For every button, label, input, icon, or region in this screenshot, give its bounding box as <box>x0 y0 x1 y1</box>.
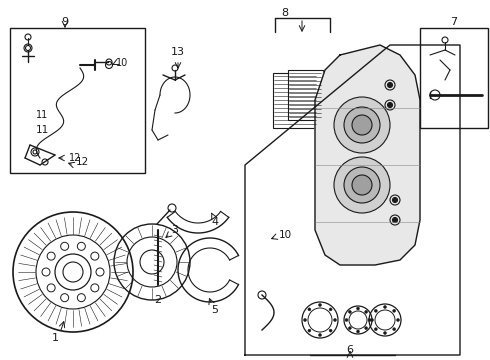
Text: 11: 11 <box>35 125 49 135</box>
Text: 11: 11 <box>36 110 48 120</box>
Circle shape <box>374 328 377 331</box>
Circle shape <box>365 327 368 330</box>
Circle shape <box>388 82 392 87</box>
Circle shape <box>348 310 351 313</box>
Circle shape <box>308 308 311 311</box>
Text: 9: 9 <box>61 17 69 27</box>
Circle shape <box>334 97 390 153</box>
Text: 1: 1 <box>51 333 58 343</box>
Text: 3: 3 <box>172 225 178 235</box>
Text: 2: 2 <box>154 295 162 305</box>
Circle shape <box>388 103 392 108</box>
Polygon shape <box>315 45 420 265</box>
Circle shape <box>392 309 396 312</box>
Circle shape <box>329 329 332 332</box>
Circle shape <box>392 198 397 202</box>
Text: 12: 12 <box>69 153 81 163</box>
Circle shape <box>348 327 351 330</box>
Text: 4: 4 <box>212 217 219 227</box>
Circle shape <box>396 319 399 321</box>
Circle shape <box>334 319 337 321</box>
Circle shape <box>318 303 321 306</box>
Circle shape <box>352 115 372 135</box>
Text: 13: 13 <box>171 47 185 57</box>
Circle shape <box>392 217 397 222</box>
Circle shape <box>384 306 387 309</box>
Circle shape <box>352 175 372 195</box>
Circle shape <box>318 333 321 337</box>
Text: 6: 6 <box>346 345 353 355</box>
Bar <box>420 28 488 128</box>
Circle shape <box>344 107 380 143</box>
Circle shape <box>329 308 332 311</box>
Circle shape <box>357 307 360 310</box>
Circle shape <box>303 319 307 321</box>
Bar <box>273 73 318 128</box>
Circle shape <box>365 310 368 313</box>
Text: 10: 10 <box>278 230 292 240</box>
Circle shape <box>308 329 311 332</box>
Circle shape <box>334 157 390 213</box>
Text: 7: 7 <box>450 17 458 27</box>
Circle shape <box>374 309 377 312</box>
Circle shape <box>392 328 396 331</box>
Bar <box>288 70 323 120</box>
Circle shape <box>370 319 373 321</box>
Bar <box>10 28 145 173</box>
Circle shape <box>384 332 387 334</box>
Text: 12: 12 <box>75 157 89 167</box>
Circle shape <box>368 319 371 321</box>
Circle shape <box>345 319 348 321</box>
Circle shape <box>344 167 380 203</box>
Text: 5: 5 <box>212 305 219 315</box>
Text: 10: 10 <box>116 58 128 68</box>
Text: 8: 8 <box>281 8 289 18</box>
Circle shape <box>357 330 360 333</box>
